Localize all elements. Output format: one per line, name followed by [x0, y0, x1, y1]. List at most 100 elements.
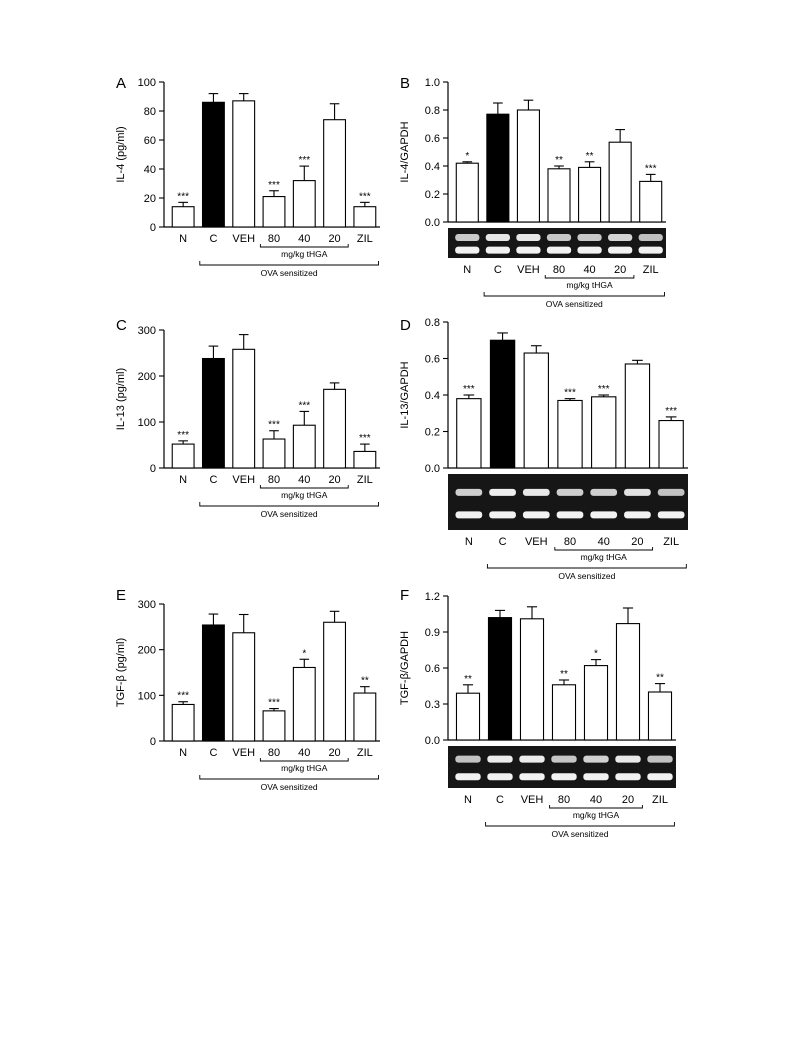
- x-tick-label: 20: [631, 536, 643, 548]
- group-bracket: [199, 502, 379, 507]
- x-tick-label: 40: [590, 794, 602, 806]
- y-tick-label: 0: [150, 736, 156, 748]
- group-label: OVA sensitized: [261, 782, 318, 792]
- y-tick-label: 0.6: [425, 133, 440, 145]
- y-tick-label: 200: [138, 645, 156, 657]
- y-tick-label: 0.4: [425, 390, 440, 402]
- bar-40: [292, 180, 316, 228]
- significance-mark: ***: [359, 191, 371, 202]
- dose-label: mg/kg tHGA: [581, 552, 628, 562]
- y-tick-label: 300: [138, 325, 156, 337]
- panel-letter: D: [400, 317, 411, 334]
- x-tick-label: 80: [268, 747, 280, 759]
- y-axis-label: IL-13/GAPDH: [399, 361, 411, 428]
- gel-band: [583, 773, 609, 781]
- bar-veh: [523, 352, 549, 469]
- dose-bracket: [259, 758, 349, 762]
- significance-mark: ***: [665, 406, 677, 417]
- bar-zil: [353, 450, 377, 469]
- x-tick-label: 40: [583, 264, 595, 276]
- panel-letter: F: [400, 587, 409, 604]
- dose-bracket: [544, 275, 635, 279]
- y-tick-label: 0.2: [425, 427, 440, 439]
- gel-band: [546, 246, 572, 254]
- x-tick-label: VEH: [521, 794, 544, 806]
- significance-mark: ***: [359, 433, 371, 444]
- bar-c: [201, 101, 225, 228]
- bar-20: [323, 388, 347, 469]
- y-tick-label: 0.6: [425, 354, 440, 366]
- gel-band: [516, 246, 541, 254]
- gel-band: [624, 511, 651, 519]
- gel-band: [556, 511, 584, 519]
- significance-mark: ***: [177, 191, 189, 202]
- x-tick-label: 20: [328, 233, 340, 245]
- y-tick-label: 0.0: [425, 463, 440, 475]
- x-tick-label: VEH: [232, 233, 255, 245]
- y-tick-label: 40: [144, 164, 156, 176]
- significance-mark: ***: [298, 155, 310, 166]
- bar-80: [262, 710, 286, 742]
- panel-letter: B: [400, 75, 410, 92]
- dose-label: mg/kg tHGA: [566, 280, 613, 290]
- y-tick-label: 0.3: [425, 699, 440, 711]
- x-tick-label: VEH: [232, 474, 255, 486]
- x-tick-label: 80: [558, 794, 570, 806]
- x-tick-label: ZIL: [663, 536, 679, 548]
- gel-band: [657, 511, 685, 519]
- dose-label: mg/kg tHGA: [281, 490, 328, 500]
- gel-band: [647, 773, 673, 781]
- gel-band: [485, 234, 510, 241]
- group-bracket: [199, 775, 379, 780]
- bar-veh: [516, 109, 540, 223]
- y-tick-label: 0.8: [425, 105, 440, 117]
- bar-n: [171, 443, 195, 469]
- x-tick-label: N: [179, 474, 187, 486]
- bar-n: [171, 703, 195, 742]
- group-label: OVA sensitized: [261, 268, 318, 278]
- significance-mark: *: [302, 648, 306, 659]
- gel-band: [590, 488, 618, 496]
- x-tick-label: VEH: [232, 747, 255, 759]
- y-tick-label: 100: [138, 417, 156, 429]
- x-tick-label: C: [209, 474, 217, 486]
- gel-band: [516, 234, 541, 241]
- y-tick-label: 0.4: [425, 161, 440, 173]
- bar-c: [487, 617, 513, 741]
- x-tick-label: N: [463, 264, 471, 276]
- y-tick-label: 100: [138, 690, 156, 702]
- x-tick-label: 80: [553, 264, 565, 276]
- x-tick-label: ZIL: [357, 474, 373, 486]
- chart-panel-d: D 0.0 0.2 0.4 0.6 0.8 IL-13/GAPDH *** *** *** *** N…: [399, 317, 688, 581]
- bar-20: [323, 621, 347, 742]
- bar-80: [547, 168, 571, 223]
- y-axis-label: TGF-β (pg/ml): [115, 638, 127, 707]
- panel-letter: C: [116, 317, 127, 334]
- bar-40: [578, 166, 602, 223]
- x-tick-label: 80: [268, 233, 280, 245]
- gel-band: [489, 488, 516, 496]
- y-tick-label: 0.2: [425, 189, 440, 201]
- x-tick-label: N: [464, 794, 472, 806]
- significance-mark: ***: [177, 430, 189, 441]
- bar-c: [201, 357, 225, 469]
- x-tick-label: ZIL: [357, 747, 373, 759]
- dose-label: mg/kg tHGA: [573, 810, 620, 820]
- gel-band: [638, 234, 663, 241]
- bar-c: [489, 339, 516, 469]
- group-bracket: [483, 292, 665, 297]
- x-tick-label: N: [465, 536, 473, 548]
- y-tick-label: 0: [150, 463, 156, 475]
- bar-zil: [353, 692, 377, 742]
- x-tick-label: 40: [298, 233, 310, 245]
- bar-40: [583, 665, 609, 741]
- significance-mark: **: [361, 676, 369, 687]
- gel-band: [487, 773, 513, 781]
- bar-n: [456, 398, 482, 469]
- significance-mark: ***: [268, 180, 280, 191]
- gel-band: [455, 488, 483, 496]
- gel-band: [519, 755, 545, 763]
- group-label: OVA sensitized: [261, 509, 318, 519]
- x-tick-label: C: [209, 747, 217, 759]
